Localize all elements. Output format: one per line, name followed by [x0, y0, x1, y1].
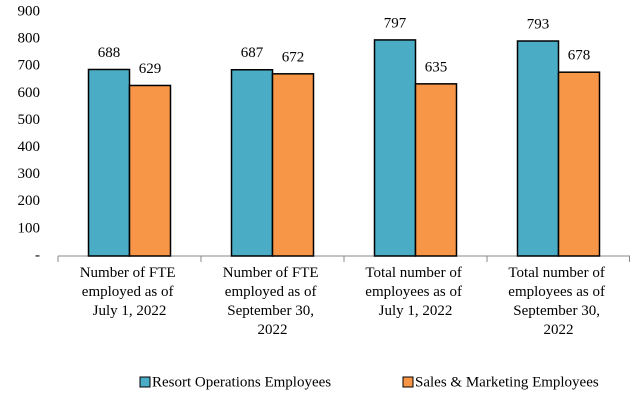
y-tick-label: 200: [18, 193, 41, 209]
data-label: 635: [425, 59, 448, 75]
x-tick-label: Number of FTE employed as of July 1, 202…: [80, 265, 180, 319]
data-label: 672: [282, 49, 305, 65]
legend-swatch: [139, 376, 151, 388]
y-tick-label: 100: [18, 220, 41, 236]
y-tick-label: 800: [18, 31, 41, 47]
y-tick-label: 400: [18, 139, 41, 155]
y-tick-label: 600: [18, 85, 41, 101]
y-tick-label: 700: [18, 58, 41, 74]
bar: [230, 68, 274, 257]
data-label: 688: [98, 45, 121, 61]
legend-swatch: [402, 376, 414, 388]
x-tick-label: Total number of employees as of July 1, …: [365, 265, 465, 319]
y-tick-label: 300: [18, 166, 41, 182]
bar: [87, 68, 131, 257]
bar: [128, 84, 172, 257]
bar: [271, 73, 315, 257]
legend-label: Resort Operations Employees: [152, 374, 331, 390]
data-label: 687: [241, 45, 264, 61]
x-tick-label: Number of FTE employed as of September 3…: [223, 265, 323, 338]
x-tick-label: Total number of employees as of Septembe…: [508, 265, 608, 338]
data-label: 629: [139, 61, 162, 77]
y-tick-label: 900: [18, 3, 41, 19]
bar: [414, 83, 458, 257]
y-tick-label: -: [35, 247, 40, 263]
y-tick-label: 500: [18, 112, 41, 128]
bar: [516, 40, 560, 257]
bar: [557, 71, 601, 257]
legend-label: Sales & Marketing Employees: [415, 374, 599, 390]
bar: [373, 39, 417, 257]
data-label: 793: [527, 16, 550, 32]
data-label: 678: [568, 48, 591, 64]
data-label: 797: [384, 15, 407, 31]
